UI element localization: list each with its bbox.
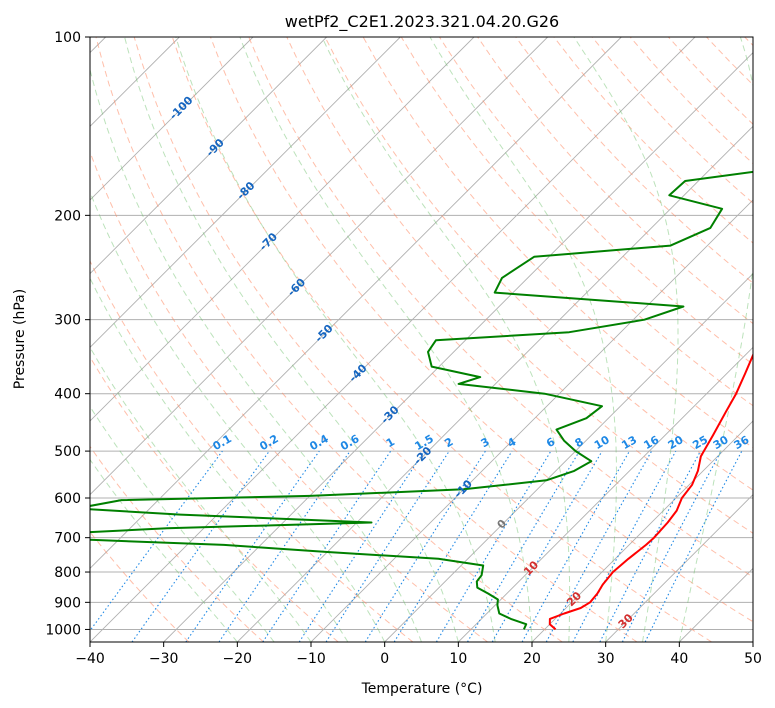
mixing-ratio-line [218, 450, 351, 642]
x-tick-label: 0 [380, 651, 389, 667]
dry-adiabat-line [90, 445, 264, 642]
plot-frame [89, 36, 754, 643]
x-tick-label: −20 [223, 651, 253, 667]
x-axis-ticks: −40 −30 −20 −10 0 10 20 30 40 50 [75, 642, 762, 667]
moist-adiabat-line [678, 37, 753, 642]
moist-adiabat-line [90, 346, 312, 642]
x-tick-label: −40 [75, 651, 105, 667]
isotherm-line [458, 346, 753, 642]
mixing-ratio-line [185, 450, 320, 642]
dry-adiabat-line [286, 37, 753, 534]
dry-adiabat-line [210, 37, 753, 623]
y-tick-label: 200 [54, 208, 81, 224]
moist-adiabat-line [90, 190, 386, 642]
y-tick-label: 800 [54, 565, 81, 581]
plot-background [90, 37, 753, 642]
y-tick-label: 700 [54, 531, 81, 547]
isotherm-line [237, 125, 753, 642]
chart-title: wetPf2_C2E1.2023.321.04.20.G26 [285, 12, 559, 32]
isotherm-line [90, 37, 327, 275]
isotherm-line [163, 52, 753, 642]
dry-adiabat-line [133, 37, 638, 642]
y-axis-title: Pressure (hPa) [12, 289, 28, 389]
dry-adiabat-line [95, 37, 563, 642]
x-tick-label: −10 [296, 651, 326, 667]
y-tick-label: 600 [54, 491, 81, 507]
moist-adiabat-line [239, 37, 533, 642]
mixing-ratio-line [644, 450, 743, 642]
y-axis-ticks: 100 200 300 400 500 600 700 800 900 1000 [45, 30, 90, 638]
moist-adiabat-line [90, 67, 422, 642]
dry-adiabat-line [248, 37, 753, 578]
isotherm-line [605, 494, 753, 642]
mixing-ratio-line [572, 450, 677, 642]
x-axis-title: Temperature (°C) [361, 681, 483, 697]
isotherm-line [90, 37, 548, 496]
y-tick-label: 900 [54, 595, 81, 611]
y-tick-label: 1000 [45, 622, 81, 638]
isotherm-line [90, 37, 475, 422]
moist-adiabat-line [124, 37, 459, 642]
background-lines [90, 37, 753, 642]
mixing-ratio-line [131, 450, 270, 642]
mixing-ratio-line [393, 450, 513, 642]
mixing-ratio-line [298, 450, 425, 642]
moist-adiabat-line [90, 458, 238, 642]
dry-adiabat-line [171, 37, 712, 642]
moist-adiabat-line [573, 37, 679, 642]
dry-adiabat-line [90, 259, 414, 642]
x-tick-label: 20 [523, 651, 541, 667]
y-tick-label: 300 [54, 313, 81, 329]
isotherm-line [90, 37, 254, 201]
mixing-ratio-line [90, 450, 223, 632]
mixing-ratio-line [521, 450, 630, 642]
isotherm-line [531, 420, 753, 642]
isotherm-line [90, 37, 401, 348]
dry-adiabat-line [515, 37, 753, 284]
dewpoint-profile-line [90, 170, 753, 630]
x-tick-label: 30 [597, 651, 615, 667]
y-tick-label: 100 [54, 30, 81, 46]
y-tick-label: 400 [54, 387, 81, 403]
moist-adiabat-line [429, 37, 617, 642]
profile-lines [90, 170, 753, 631]
isotherm-line [90, 37, 696, 642]
moist-adiabat-line [90, 405, 275, 642]
x-tick-label: 40 [670, 651, 688, 667]
moist-adiabat-line [175, 37, 496, 642]
temperature-profile-line [548, 352, 753, 631]
x-tick-label: 50 [744, 651, 762, 667]
x-tick-label: 10 [449, 651, 467, 667]
moist-adiabat-line [321, 37, 571, 642]
isotherm-line [384, 273, 753, 642]
dry-adiabat-line [90, 356, 339, 642]
x-tick-label: −30 [149, 651, 179, 667]
dry-adiabat-line [324, 37, 753, 491]
y-tick-label: 500 [54, 444, 81, 460]
mixing-ratio-line [325, 450, 450, 642]
moist-adiabat-line [90, 277, 349, 642]
mixing-ratio-line [545, 450, 653, 642]
